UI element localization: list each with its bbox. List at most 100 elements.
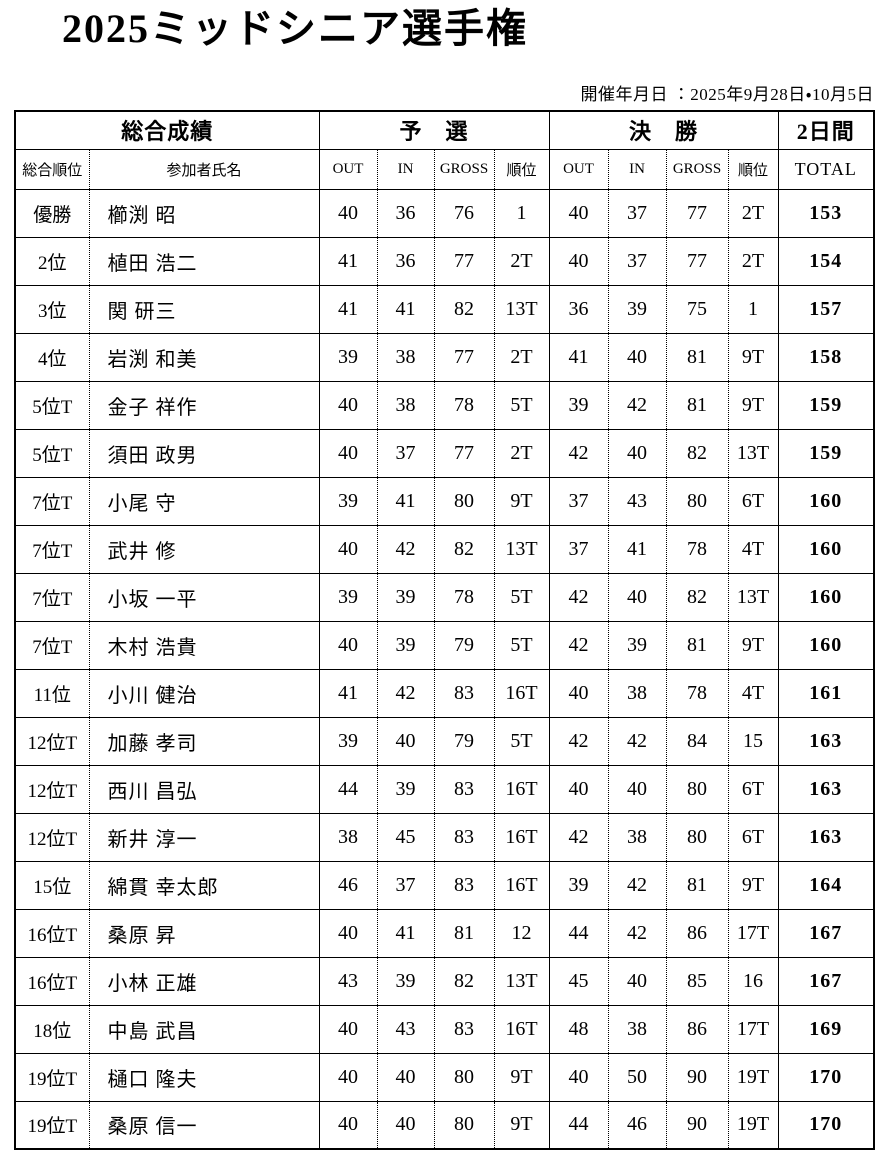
column-header-qual-gross: GROSS	[434, 149, 495, 190]
cell-final-out: 36	[549, 285, 609, 334]
cell-final-gross: 85	[666, 957, 729, 1006]
cell-final-out: 39	[549, 381, 609, 430]
cell-qual-in: 36	[377, 189, 435, 238]
cell-final-rank: 17T	[728, 1005, 779, 1054]
cell-qual-out: 40	[319, 525, 378, 574]
cell-final-in: 37	[608, 237, 667, 286]
cell-final-gross: 86	[666, 1005, 729, 1054]
cell-qual-gross: 83	[434, 813, 495, 862]
cell-final-rank: 1	[728, 285, 779, 334]
cell-qual-in: 39	[377, 765, 435, 814]
cell-final-out: 40	[549, 669, 609, 718]
table-row: 3位関 研三 41 41 82 13T 36 39 75 1 157	[15, 285, 874, 334]
cell-final-in: 38	[608, 813, 667, 862]
cell-qual-rank: 13T	[494, 525, 550, 574]
cell-qual-rank: 2T	[494, 429, 550, 478]
cell-final-rank: 13T	[728, 573, 779, 622]
cell-player-name: 西川 昌弘	[89, 765, 320, 814]
column-header-overall-rank: 総合順位	[15, 149, 90, 190]
cell-final-out: 42	[549, 573, 609, 622]
cell-final-out: 37	[549, 525, 609, 574]
cell-qual-out: 44	[319, 765, 378, 814]
cell-final-out: 40	[549, 189, 609, 238]
cell-overall-rank: 5位T	[15, 381, 90, 430]
cell-final-in: 40	[608, 573, 667, 622]
cell-qual-in: 39	[377, 621, 435, 670]
cell-final-in: 46	[608, 1101, 667, 1150]
cell-final-rank: 13T	[728, 429, 779, 478]
cell-player-name: 岩渕 和美	[89, 333, 320, 382]
cell-qual-out: 40	[319, 1005, 378, 1054]
page-title: 2025ミッドシニア選手権	[62, 6, 528, 51]
cell-total: 157	[778, 285, 874, 334]
cell-final-out: 40	[549, 237, 609, 286]
cell-final-rank: 9T	[728, 381, 779, 430]
cell-final-gross: 86	[666, 909, 729, 958]
cell-final-out: 37	[549, 477, 609, 526]
table-row: 5位T 須田 政男 40 37 77 2T 42 40 82 13T 159	[15, 429, 874, 478]
table-row: 4位 岩渕 和美 39 38 77 2T 41 40 81 9T 158	[15, 333, 874, 382]
cell-qual-in: 39	[377, 957, 435, 1006]
cell-final-rank: 9T	[728, 621, 779, 670]
column-header-qual-rank: 順位	[494, 149, 550, 190]
cell-player-name: 中島 武昌	[89, 1005, 320, 1054]
column-header-qual-in: IN	[377, 149, 435, 190]
cell-qual-rank: 1	[494, 189, 550, 238]
cell-final-out: 48	[549, 1005, 609, 1054]
cell-overall-rank: 18位	[15, 1005, 90, 1054]
cell-final-gross: 77	[666, 237, 729, 286]
cell-player-name: 櫛渕 昭	[89, 189, 320, 238]
cell-qual-rank: 2T	[494, 333, 550, 382]
cell-qual-rank: 9T	[494, 1101, 550, 1150]
cell-final-in: 40	[608, 429, 667, 478]
cell-player-name: 加藤 孝司	[89, 717, 320, 766]
cell-qual-gross: 82	[434, 285, 495, 334]
cell-player-name: 桑原 信一	[89, 1101, 320, 1150]
cell-total: 167	[778, 957, 874, 1006]
cell-final-in: 38	[608, 1005, 667, 1054]
table-row: 2位 植田 浩二 41 36 77 2T 40 37 77 2T 154	[15, 237, 874, 286]
cell-final-rank: 19T	[728, 1101, 779, 1150]
cell-final-in: 42	[608, 909, 667, 958]
cell-player-name: 小尾 守	[89, 477, 320, 526]
cell-final-out: 41	[549, 333, 609, 382]
cell-qual-gross: 77	[434, 429, 495, 478]
cell-player-name: 武井 修	[89, 525, 320, 574]
cell-qual-out: 40	[319, 1053, 378, 1102]
cell-player-name: 小林 正雄	[89, 957, 320, 1006]
cell-total: 160	[778, 573, 874, 622]
cell-qual-rank: 16T	[494, 813, 550, 862]
cell-qual-in: 42	[377, 669, 435, 718]
cell-overall-rank: 7位T	[15, 621, 90, 670]
event-date: 開催年月日 ：2025年9月28日・10月5日	[580, 85, 874, 104]
cell-qual-in: 38	[377, 333, 435, 382]
cell-qual-out: 41	[319, 237, 378, 286]
cell-overall-rank: 7位T	[15, 477, 90, 526]
cell-qual-rank: 5T	[494, 717, 550, 766]
cell-qual-in: 37	[377, 429, 435, 478]
cell-final-gross: 77	[666, 189, 729, 238]
cell-final-rank: 6T	[728, 765, 779, 814]
column-header-final-rank: 順位	[728, 149, 779, 190]
cell-total: 170	[778, 1053, 874, 1102]
cell-qual-out: 40	[319, 189, 378, 238]
cell-player-name: 関 研三	[89, 285, 320, 334]
cell-player-name: 植田 浩二	[89, 237, 320, 286]
table-row: 19位T 樋口 隆夫 40 40 80 9T 40 50 90 19T 170	[15, 1053, 874, 1102]
table-row: 5位T 金子 祥作 40 38 78 5T 39 42 81 9T 159	[15, 381, 874, 430]
table-row: 16位T 桑原 昇 40 41 81 12 44 42 86 17T 167	[15, 909, 874, 958]
cell-total: 163	[778, 813, 874, 862]
cell-qual-gross: 81	[434, 909, 495, 958]
cell-qual-out: 46	[319, 861, 378, 910]
cell-final-in: 41	[608, 525, 667, 574]
cell-final-gross: 80	[666, 813, 729, 862]
cell-final-gross: 78	[666, 525, 729, 574]
cell-overall-rank: 12位T	[15, 765, 90, 814]
table-row: 7位T 小尾 守 39 41 80 9T 37 43 80 6T 160	[15, 477, 874, 526]
cell-qual-in: 36	[377, 237, 435, 286]
cell-final-rank: 15	[728, 717, 779, 766]
cell-final-rank: 19T	[728, 1053, 779, 1102]
cell-final-out: 45	[549, 957, 609, 1006]
cell-overall-rank: 12位T	[15, 717, 90, 766]
cell-qual-rank: 13T	[494, 957, 550, 1006]
